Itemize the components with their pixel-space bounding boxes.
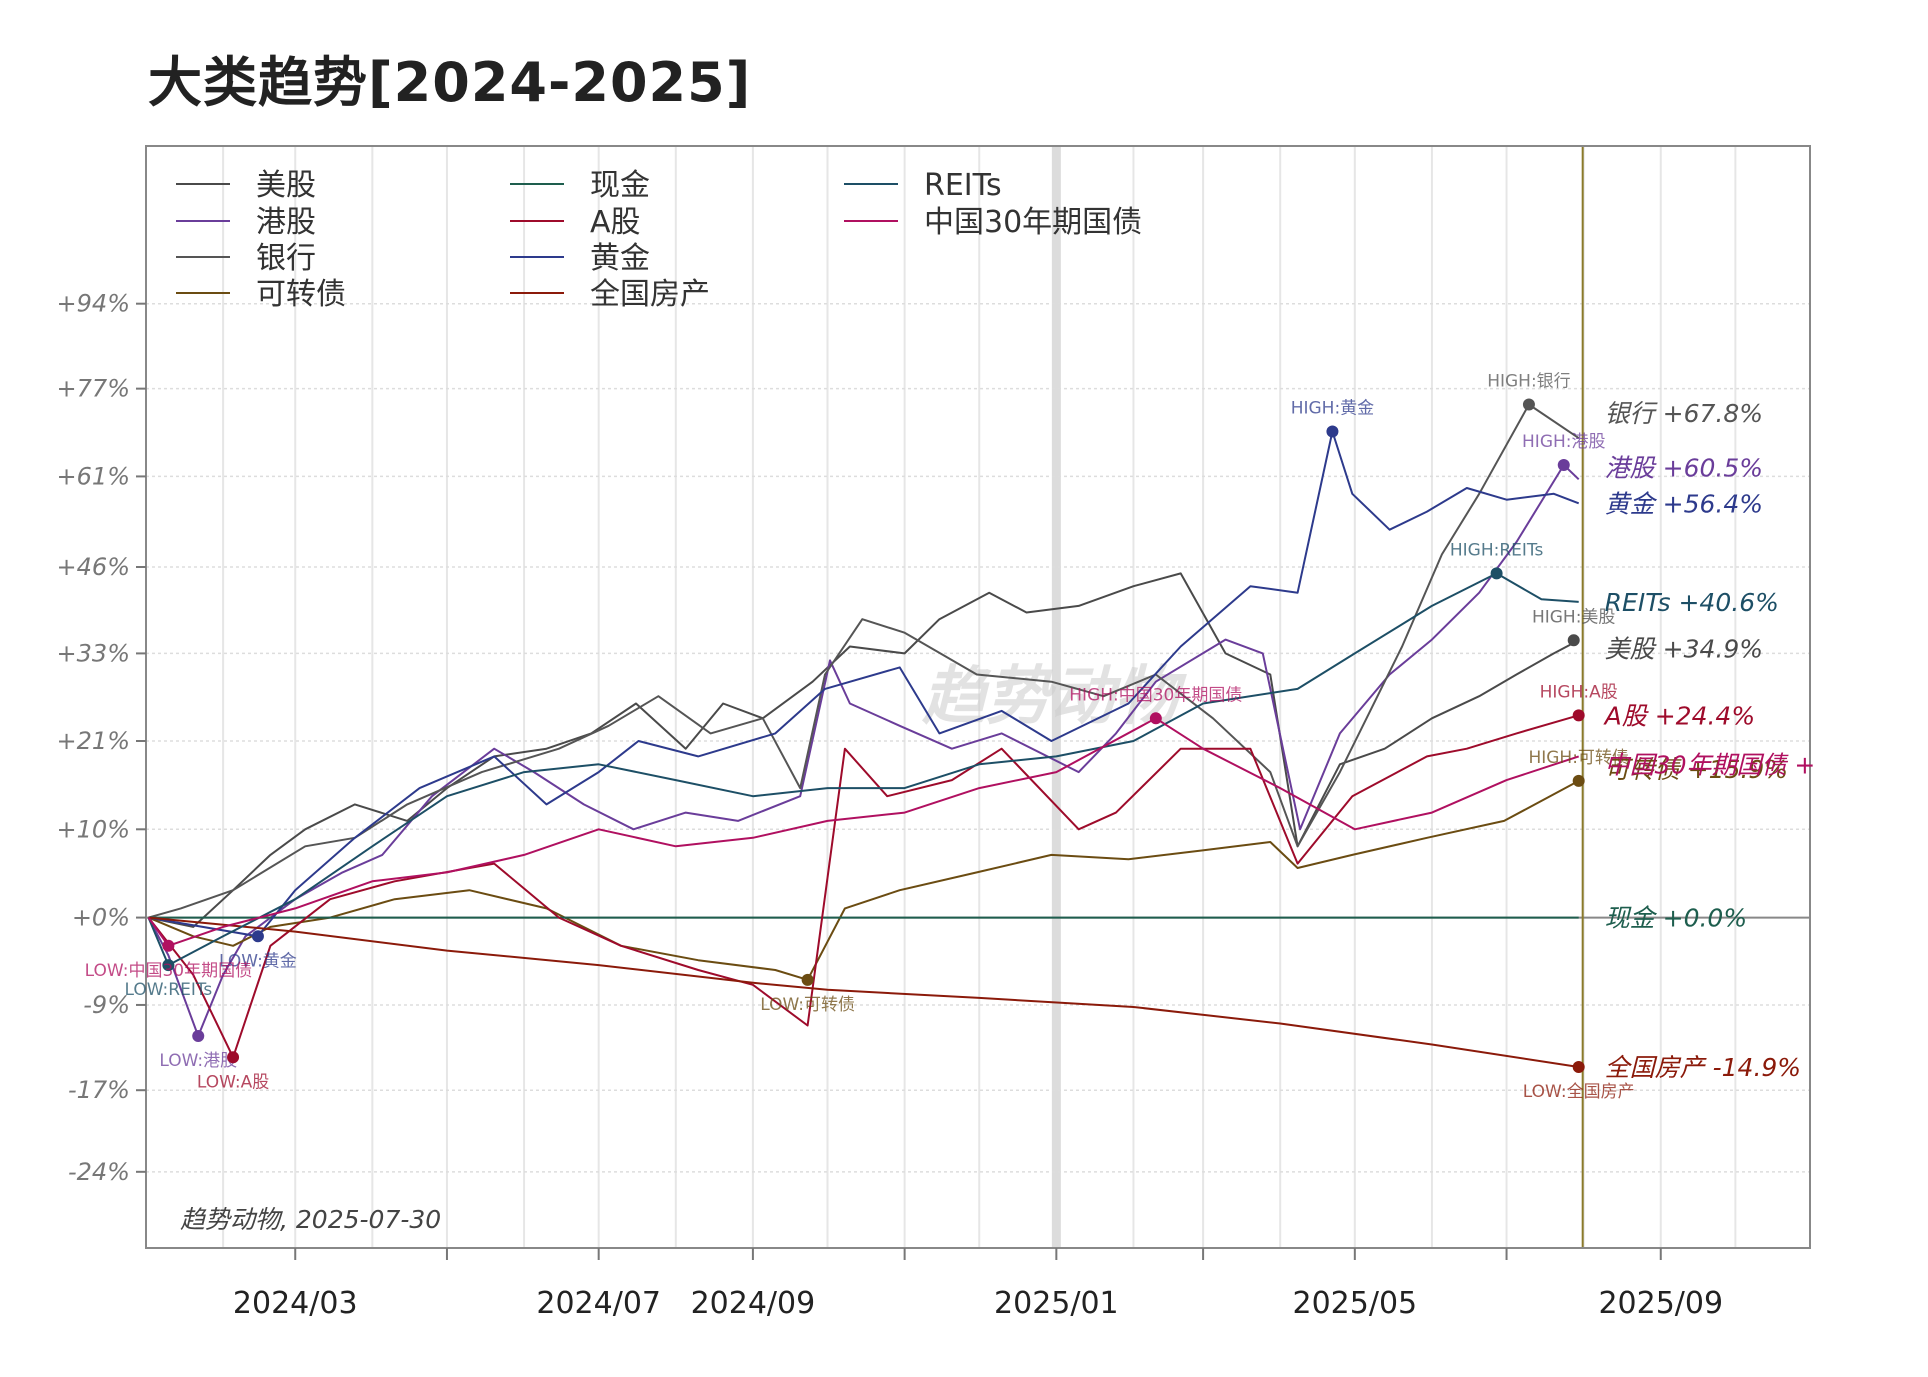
end-label-9: 中国30年期国债 +	[1605, 750, 1816, 779]
legend-label: 中国30年期国债	[924, 205, 1142, 240]
y-tick-label: +10%	[57, 815, 130, 843]
high-marker	[1573, 775, 1585, 787]
high-annotation: HIGH:REITs	[1450, 540, 1544, 560]
legend-label: 港股	[256, 205, 316, 240]
high-marker	[1326, 425, 1338, 437]
high-marker	[1573, 709, 1585, 721]
x-tick-label: 2024/07	[536, 1286, 661, 1321]
end-label-1: 港股 +60.5%	[1605, 453, 1763, 482]
series-layer	[149, 405, 1579, 1068]
series-line-0	[149, 573, 1579, 927]
end-label-4: 现金 +0.0%	[1605, 904, 1747, 933]
legend-label: 黄金	[590, 241, 650, 276]
y-tick-label: +77%	[57, 375, 130, 403]
low-annotation: LOW:全国房产	[1523, 1082, 1635, 1102]
y-tick-label: -24%	[68, 1158, 130, 1186]
legend-label: 银行	[256, 241, 316, 276]
y-tick-label: +0%	[72, 904, 130, 932]
legend-label: 现金	[590, 168, 650, 203]
series-line-3	[149, 781, 1579, 980]
low-marker	[227, 1051, 239, 1063]
line-chart: 2024/03 2024/07 2024/09 2025/01 2025/05 2025/…	[0, 0, 1928, 1377]
y-tick-label: +94%	[57, 290, 130, 318]
low-annotation: LOW:可转债	[760, 995, 855, 1015]
series-line-6	[149, 432, 1579, 937]
chart-canvas: 大类趋势[2024-2025] 2024/03 2024/07 2024/09 202…	[0, 0, 1928, 1377]
high-marker	[1150, 712, 1162, 724]
legend-label: REITs	[924, 168, 1002, 203]
y-axis: -24% -17% -9% +0% +10% +21% +33% +46% +61% +77% +9…	[57, 290, 146, 1186]
legend-label: 全国房产	[590, 277, 710, 312]
y-tick-label: +46%	[57, 553, 130, 581]
legend-label: A股	[590, 205, 641, 240]
high-annotation: HIGH:中国30年期国债	[1069, 685, 1242, 705]
end-label-6: 黄金 +56.4%	[1605, 489, 1763, 518]
x-tick-label: 2025/05	[1293, 1286, 1418, 1321]
high-annotation: HIGH:美股	[1532, 607, 1615, 627]
x-tick-label: 2024/09	[691, 1286, 816, 1321]
high-marker	[1491, 567, 1503, 579]
high-marker	[1558, 459, 1570, 471]
low-annotation: LOW:REITs	[124, 980, 212, 1000]
end-label-7: 全国房产 -14.9%	[1605, 1053, 1801, 1082]
series-line-1	[149, 465, 1579, 1036]
high-annotation: HIGH:A股	[1540, 682, 1618, 702]
end-label-0: 美股 +34.9%	[1605, 634, 1763, 663]
low-marker	[252, 930, 264, 942]
high-marker	[1523, 398, 1535, 410]
high-annotation: HIGH:银行	[1487, 371, 1570, 391]
series-line-5	[149, 715, 1579, 1057]
y-tick-label: -9%	[83, 991, 130, 1019]
high-annotation: HIGH:港股	[1522, 432, 1605, 452]
end-label-8: REITs +40.6%	[1605, 588, 1779, 617]
y-tick-label: +21%	[57, 727, 130, 755]
low-annotation: LOW:港股	[159, 1051, 237, 1071]
x-tick-label: 2025/01	[994, 1286, 1119, 1321]
y-tick-label: +33%	[57, 639, 130, 667]
end-label-2: 银行 +67.8%	[1605, 399, 1763, 428]
x-tick-label: 2025/09	[1598, 1286, 1723, 1321]
low-annotation: LOW:中国30年期国债	[85, 961, 252, 981]
legend-label: 美股	[256, 168, 316, 203]
series-line-2	[149, 405, 1579, 918]
source-note: 趋势动物, 2025-07-30	[180, 1205, 441, 1234]
high-marker	[1568, 634, 1580, 646]
legend-label: 可转债	[256, 277, 346, 312]
low-marker	[1573, 1061, 1585, 1073]
y-tick-label: +61%	[57, 462, 130, 490]
end-label-5: A股 +24.4%	[1603, 701, 1755, 730]
series-line-7	[149, 918, 1579, 1067]
high-annotation: HIGH:黄金	[1291, 398, 1374, 418]
low-annotation: LOW:A股	[197, 1072, 269, 1092]
low-marker	[802, 974, 814, 986]
y-tick-label: -17%	[68, 1076, 130, 1104]
low-marker	[192, 1030, 204, 1042]
low-marker	[162, 940, 174, 952]
x-tick-label: 2024/03	[233, 1286, 358, 1321]
x-axis: 2024/03 2024/07 2024/09 2025/01 2025/05 2025/…	[233, 1248, 1723, 1321]
